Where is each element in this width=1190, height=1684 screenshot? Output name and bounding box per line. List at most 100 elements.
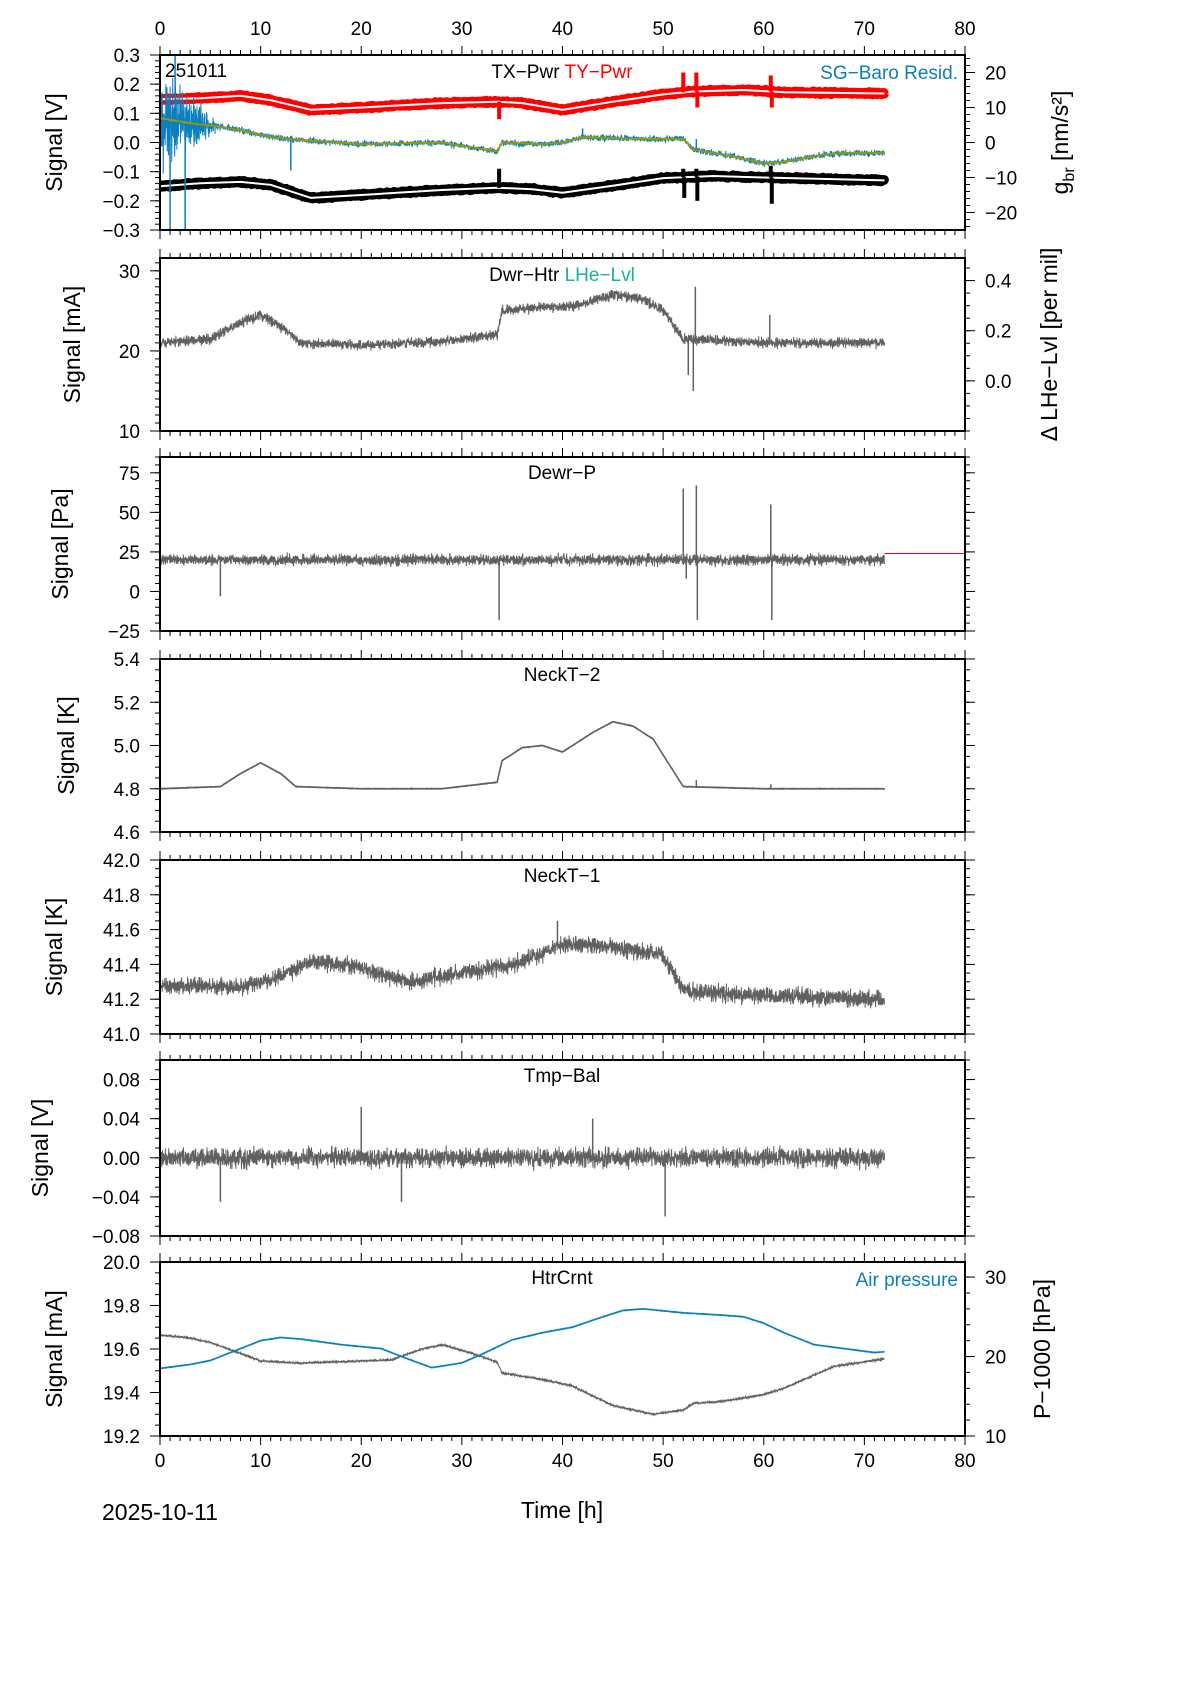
panel-7: 0 10 20 30 40 50 60 70 80 19.2 19.4 19.6 19.8 20.0 Sig… [41,1253,1055,1472]
series-core-TY−Pwr [160,88,885,111]
panel-1: 0 10 20 30 40 50 60 70 80 −0.3 −0.2 −0.1 0.0 0.1 0.2 0.… [41,19,1078,242]
panel-4: 4.6 4.8 5.0 5.2 5.4 Signal [K] NeckT−2 [53,650,975,844]
panel-title: Dewr−P [528,463,596,484]
legend-entry: Dwr−Htr [489,265,560,286]
x-tick-label: 30 [451,1451,472,1472]
x-tick-label: 80 [954,19,975,40]
y-tick-label: −0.04 [92,1188,141,1209]
y-tick-label: 50 [119,503,140,524]
x-tick-label: 50 [653,1451,674,1472]
panel-frame [159,1261,966,1437]
panel-frame [159,456,966,632]
series-line-Air pressure [160,1307,885,1370]
x-tick-label: 40 [552,19,573,40]
x-tick-label: 20 [351,19,372,40]
y-tick-label: −0.2 [102,192,140,213]
legend-right: Air pressure [856,1270,958,1291]
series-line-Dewr−P [160,552,885,568]
legend-right: SG−Baro Resid. [820,63,958,84]
x-tick-label: 80 [954,1451,975,1472]
right-tick-label: 30 [985,1268,1006,1289]
series-line-HtrCrnt [160,1333,885,1417]
y-tick-label: 41.6 [103,921,140,942]
y-tick-label: 0.3 [114,46,140,67]
x-tick-label: 40 [552,1451,573,1472]
y-tick-label: 5.0 [114,737,140,758]
y-tick-label: 30 [119,262,140,283]
panel-legend: Dwr−Htr LHe−Lvl [489,265,635,286]
right-tick-label: 10 [985,99,1006,120]
x-tick-label: 60 [753,1451,774,1472]
panel-annotation: 251011 [165,61,227,82]
panel-title: NeckT−1 [524,866,601,887]
right-tick-label: −10 [985,169,1017,190]
y-tick-label: 41.2 [103,990,140,1011]
y-tick-label: 5.4 [114,650,141,671]
y-tick-label: 20 [119,342,140,363]
date-label: 2025-10-11 [102,1499,218,1525]
panel-legend: TX−Pwr TY−Pwr [491,62,633,83]
series-group [160,1106,885,1217]
y-tick-label: 0.2 [114,75,140,96]
panel-frame [159,257,966,432]
series-line-Dwr−Htr [160,289,885,351]
y-tick-label: −0.1 [102,163,140,184]
right-axis-label-unit: [nm/s²] [1047,91,1073,168]
panel-title: NeckT−2 [524,665,601,686]
x-tick-label: 0 [155,1451,166,1472]
y-tick-label: 19.2 [103,1427,140,1448]
legend-entry: TX−Pwr [491,62,560,83]
x-tick-label: 30 [451,19,472,40]
right-tick-label: 10 [985,1427,1006,1448]
right-axis-label-base: g [1047,182,1073,195]
legend-entry: LHe−Lvl [559,265,635,286]
y-tick-label: 75 [119,464,140,485]
right-axis-label: gbr [nm/s²] [1047,91,1078,195]
series-line-SG−Baro Resid. smoothed [160,116,886,166]
series-line-NeckT−2 [160,720,886,791]
y-axis-label: Signal [Pa] [47,488,73,599]
series-group [160,1307,885,1417]
y-tick-label: −25 [108,622,140,643]
panel-frame [159,658,966,833]
panel-2: 10 20 30 Signal [mA] 0.0 0.2 0.4 Δ LHe−Lvl [per… [59,248,1062,443]
y-tick-label: 4.6 [114,823,140,844]
series-line-NeckT−1 [160,935,885,1009]
y-tick-label: −0.3 [102,221,140,242]
y-axis-label: Signal [K] [41,898,67,996]
y-tick-label: 19.8 [103,1297,140,1318]
y-axis-label: Signal [V] [27,1099,53,1197]
right-tick-label: 20 [985,1348,1006,1369]
legend-entry: TY−Pwr [560,62,634,83]
series-line-Tmp−Bal [160,1145,885,1172]
right-axis-label: P−1000 [hPa] [1029,1279,1055,1419]
series-group [160,286,885,391]
y-tick-label: 42.0 [103,851,140,872]
y-tick-label: 19.4 [103,1384,140,1405]
right-tick-label: 20 [985,64,1006,85]
y-tick-label: 20.0 [103,1253,140,1274]
x-axis-label: Time [h] [521,1497,603,1523]
y-tick-label: 10 [119,422,140,443]
x-tick-label: 50 [653,19,674,40]
y-tick-label: 0.04 [103,1110,140,1131]
y-tick-label: 25 [119,543,140,564]
y-axis-label: Signal [mA] [41,1290,67,1408]
x-tick-label: 20 [351,1451,372,1472]
y-tick-label: 0 [129,582,140,603]
series-group [160,55,889,230]
x-tick-label: 70 [854,19,875,40]
x-tick-label: 10 [250,1451,271,1472]
y-tick-label: 0.08 [103,1071,140,1092]
y-tick-label: 41.8 [103,886,140,907]
right-axis-label: Δ LHe−Lvl [per mil] [1036,248,1062,442]
y-axis-label: Signal [V] [41,93,67,191]
y-tick-label: 41.4 [103,955,140,976]
x-tick-label: 10 [250,19,271,40]
right-tick-label: 0.2 [985,322,1011,343]
y-axis-label: Signal [mA] [59,286,85,404]
y-tick-label: 5.2 [114,693,140,714]
x-tick-label: 60 [753,19,774,40]
right-tick-label: −20 [985,204,1017,225]
